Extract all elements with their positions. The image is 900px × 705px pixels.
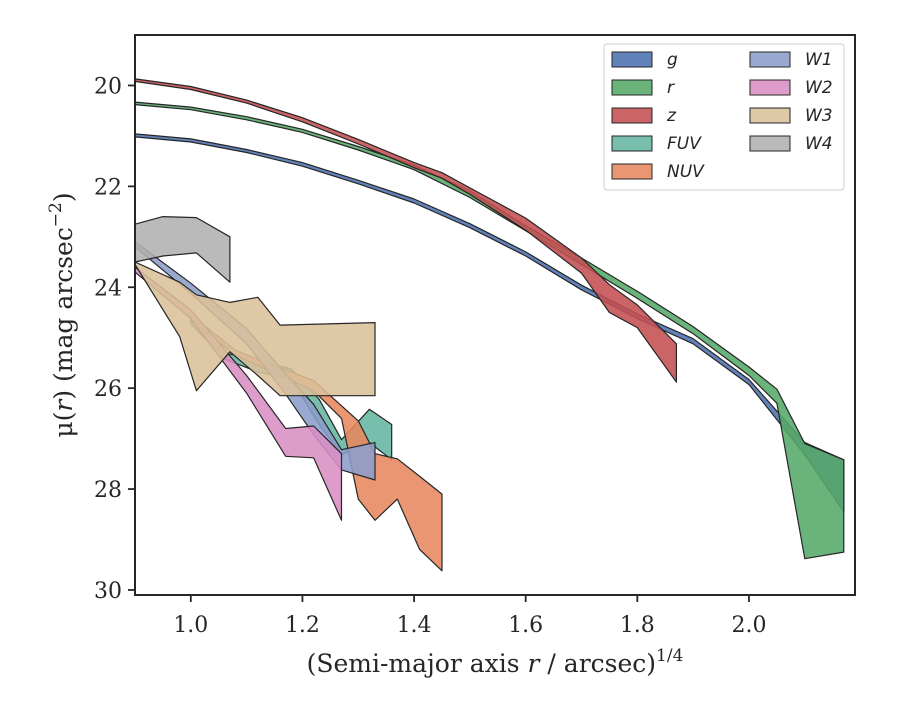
y-tick-label: 28 (94, 478, 122, 503)
y-axis-title-close: ) (49, 192, 78, 202)
y-axis-title-sup: −2 (46, 202, 66, 227)
x-axis-title-var: r (528, 649, 542, 678)
legend-swatch-w4 (749, 135, 791, 152)
y-tick-label: 22 (94, 175, 122, 200)
legend-swatch-nuv (611, 163, 653, 180)
legend-label-w3: W3 (805, 106, 833, 126)
y-tick-label: 20 (94, 74, 122, 99)
legend-label-w4: W4 (805, 134, 833, 154)
legend: grz FUV NUV W1 W2 W3 W4 (603, 43, 845, 191)
ticks-layer: 1.0 1.2 1.4 1.6 1.8 2.0 20 22 24 26 28 30 (94, 74, 766, 638)
x-axis-title: (Semi-major axis r / arcsec)1/4 (307, 646, 684, 678)
x-axis-title-pre: (Semi-major axis (307, 649, 528, 678)
x-tick-label: 1.4 (397, 613, 432, 638)
y-tick-label: 24 (94, 276, 122, 301)
plot-frame (134, 34, 856, 596)
legend-label-r: r (667, 78, 675, 98)
x-tick-label: 1.8 (620, 613, 655, 638)
legend-label-z: z (666, 106, 677, 126)
y-axis-title: μ(r) (mag arcsec−2) (46, 192, 78, 437)
x-tick-label: 2.0 (731, 613, 766, 638)
y-tick-label: 30 (94, 579, 122, 604)
legend-swatch-z (611, 107, 653, 124)
series-layer (134, 78, 845, 572)
x-axis-title-post: / arcsec) (539, 649, 656, 678)
y-axis-title-post: ) (mag arcsec (49, 227, 78, 400)
legend-swatch-r (611, 79, 653, 96)
legend-label-w2: W2 (805, 78, 833, 98)
legend-swatch-w1 (749, 51, 791, 68)
x-tick-label: 1.0 (173, 613, 208, 638)
legend-swatch-g (611, 51, 653, 68)
legend-label-w1: W1 (805, 50, 833, 70)
y-axis-title-pre: μ( (49, 412, 78, 438)
legend-label-g: g (667, 50, 678, 70)
legend-swatch-w2 (749, 79, 791, 96)
series-band-z (134, 78, 678, 383)
legend-swatch-w3 (749, 107, 791, 124)
x-tick-label: 1.2 (285, 613, 320, 638)
legend-swatch-fuv (611, 135, 653, 152)
x-tick-label: 1.6 (508, 613, 543, 638)
y-tick-label: 26 (94, 377, 122, 402)
x-axis-title-sup: 1/4 (656, 646, 683, 666)
legend-label-nuv: NUV (667, 162, 705, 182)
legend-label-fuv: FUV (667, 134, 702, 154)
series-band-w4 (134, 216, 231, 283)
y-axis-title-var: r (49, 398, 78, 412)
series-band-w3 (134, 261, 376, 397)
